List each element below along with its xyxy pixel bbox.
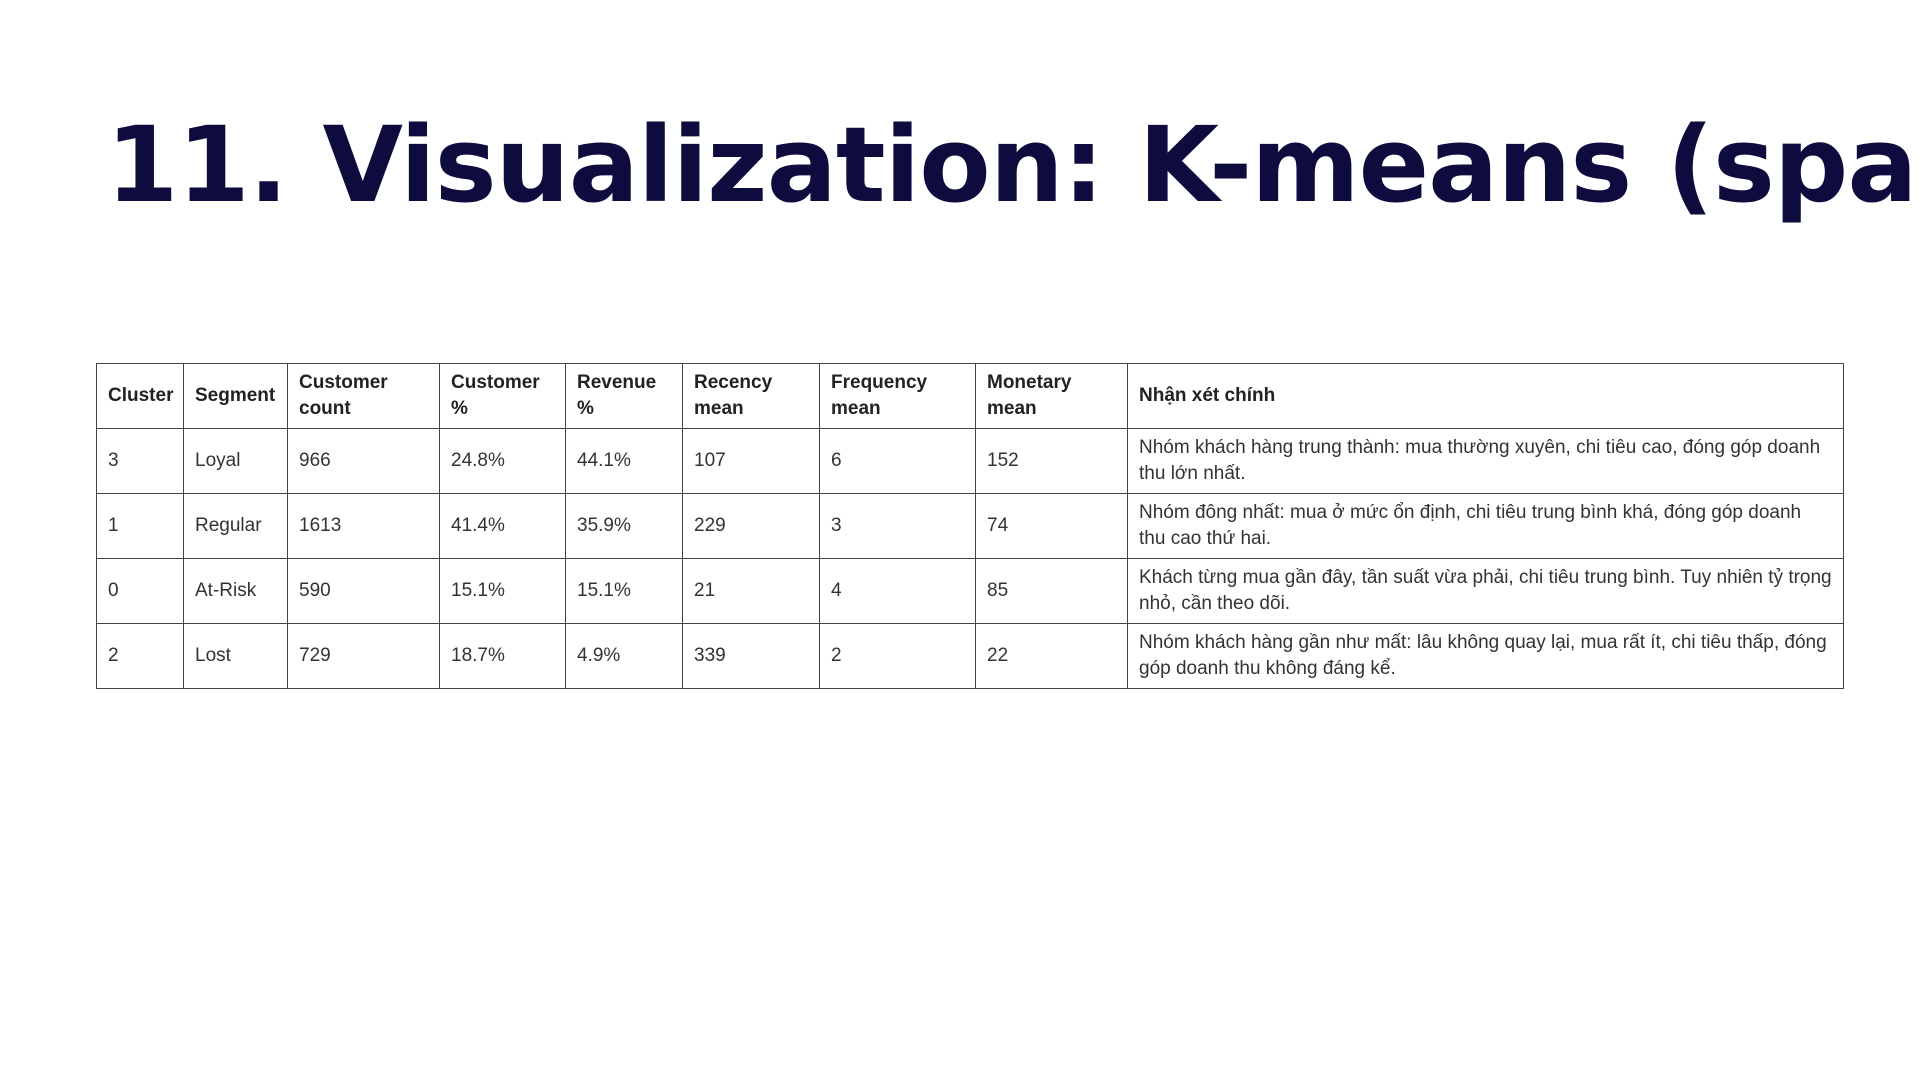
segment-table: Cluster Segment Customer count Customer % Re… — [96, 363, 1844, 689]
table-cell: 4 — [819, 558, 976, 624]
table-cell: 24.8% — [439, 428, 566, 494]
table-cell: 15.1% — [439, 558, 566, 624]
table-cell: 152 — [975, 428, 1128, 494]
table-row: 2 Lost 729 18.7% 4.9% 339 2 22 Nhóm khách hàng g… — [96, 623, 1844, 689]
table-cell: 22 — [975, 623, 1128, 689]
table-cell: 6 — [819, 428, 976, 494]
table-cell: 2 — [96, 623, 184, 689]
table-cell: At-Risk — [183, 558, 288, 624]
column-header: Revenue % — [565, 363, 683, 429]
table-cell: 74 — [975, 493, 1128, 559]
table-cell: 85 — [975, 558, 1128, 624]
column-header: Nhận xét chính — [1127, 363, 1844, 429]
table-cell: Nhóm khách hàng gần như mất: lâu không q… — [1127, 623, 1844, 689]
table-cell: 229 — [682, 493, 820, 559]
table-cell: Lost — [183, 623, 288, 689]
column-header: Cluster — [96, 363, 184, 429]
table-cell: 339 — [682, 623, 820, 689]
table-cell: Nhóm khách hàng trung thành: mua thường … — [1127, 428, 1844, 494]
column-header: Segment — [183, 363, 288, 429]
column-header: Monetary mean — [975, 363, 1128, 429]
table-row: 0 At-Risk 590 15.1% 15.1% 21 4 85 Khách từng mua… — [96, 558, 1844, 624]
table-cell: 35.9% — [565, 493, 683, 559]
table-cell: 3 — [96, 428, 184, 494]
column-header: Recency mean — [682, 363, 820, 429]
column-header: Customer count — [287, 363, 440, 429]
table-cell: 0 — [96, 558, 184, 624]
table-cell: 1 — [96, 493, 184, 559]
table-cell: 3 — [819, 493, 976, 559]
table-cell: 2 — [819, 623, 976, 689]
table-cell: 966 — [287, 428, 440, 494]
table-cell: 15.1% — [565, 558, 683, 624]
table-cell: Loyal — [183, 428, 288, 494]
table-cell: Nhóm đông nhất: mua ở mức ổn định, chi t… — [1127, 493, 1844, 559]
table-cell: Regular — [183, 493, 288, 559]
table-cell: 4.9% — [565, 623, 683, 689]
table-row: 3 Loyal 966 24.8% 44.1% 107 6 152 Nhóm khách hàn… — [96, 428, 1844, 494]
table-row: 1 Regular 1613 41.4% 35.9% 229 3 74 Nhóm đông nh… — [96, 493, 1844, 559]
table-cell: Khách từng mua gần đây, tần suất vừa phả… — [1127, 558, 1844, 624]
table-cell: 41.4% — [439, 493, 566, 559]
column-header: Frequency mean — [819, 363, 976, 429]
table-cell: 729 — [287, 623, 440, 689]
table-cell: 44.1% — [565, 428, 683, 494]
table-cell: 21 — [682, 558, 820, 624]
slide-title: 11. Visualization: K-means (spark) — [106, 104, 1920, 226]
table-cell: 107 — [682, 428, 820, 494]
header-row: Cluster Segment Customer count Customer % Re… — [96, 363, 1844, 429]
table-cell: 590 — [287, 558, 440, 624]
table-cell: 1613 — [287, 493, 440, 559]
column-header: Customer % — [439, 363, 566, 429]
table-cell: 18.7% — [439, 623, 566, 689]
